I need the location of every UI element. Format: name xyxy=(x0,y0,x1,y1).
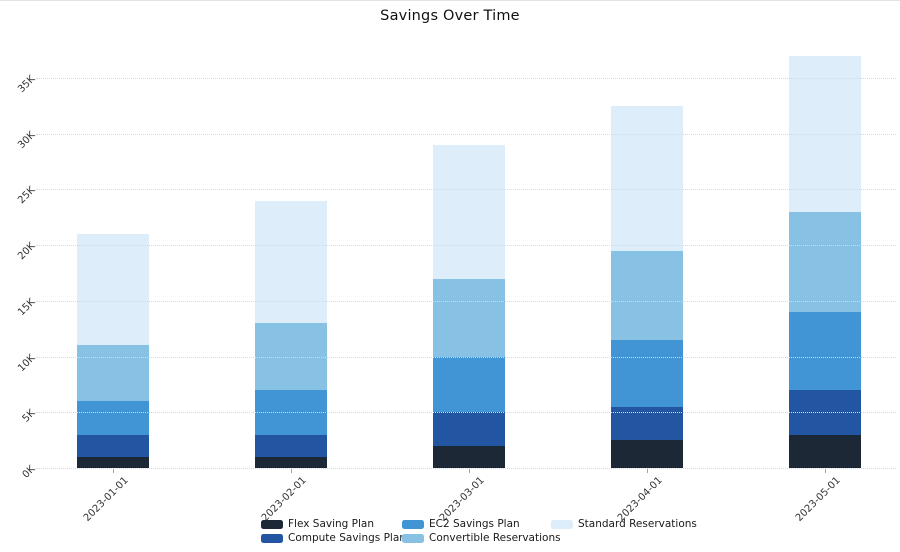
y-tick-label: 20K xyxy=(16,240,38,263)
x-tick-label: 2023-02-01 xyxy=(259,475,309,524)
y-tick-label: 15K xyxy=(16,296,38,319)
gridline xyxy=(36,412,896,414)
legend-item[interactable]: Standard Reservations xyxy=(551,518,697,530)
legend-item[interactable]: Compute Savings Plan xyxy=(261,532,406,544)
legend-item[interactable]: Convertible Reservations xyxy=(402,532,561,544)
x-tick-mark xyxy=(646,468,648,473)
legend-swatch xyxy=(261,533,283,543)
x-tick-mark xyxy=(824,468,826,473)
y-tick-label: 10K xyxy=(16,352,38,374)
legend-item[interactable]: EC2 Savings Plan xyxy=(402,518,520,530)
x-tick-label: 2023-03-01 xyxy=(437,475,487,524)
bar-segment[interactable] xyxy=(432,412,505,446)
gridline xyxy=(36,356,896,358)
legend-swatch xyxy=(261,519,283,529)
y-tick-label: 25K xyxy=(16,185,38,207)
bar-segment[interactable] xyxy=(610,339,683,407)
bar-segment[interactable] xyxy=(610,440,683,468)
gridline xyxy=(36,245,896,247)
gridline xyxy=(36,300,896,302)
bar-segment[interactable] xyxy=(432,278,505,357)
bar-segment[interactable] xyxy=(76,434,149,457)
bar-segment[interactable] xyxy=(76,345,149,402)
y-tick-label: 0K xyxy=(20,463,38,481)
bar-segment[interactable] xyxy=(76,456,149,468)
x-tick-label: 2023-04-01 xyxy=(615,475,665,524)
chart-title: Savings Over Time xyxy=(380,8,520,24)
x-tick-mark xyxy=(112,468,114,473)
legend-label: Convertible Reservations xyxy=(429,532,561,544)
bar-segment[interactable] xyxy=(432,356,505,413)
y-tick-label: 5K xyxy=(20,408,38,425)
bar-segment[interactable] xyxy=(610,250,683,340)
bar-segment[interactable] xyxy=(788,434,861,468)
legend-label: Flex Saving Plan xyxy=(288,518,375,530)
bar-segment[interactable] xyxy=(432,445,505,468)
bar-segment[interactable] xyxy=(788,312,861,390)
legend-label: EC2 Savings Plan xyxy=(429,518,520,530)
bar-segment[interactable] xyxy=(76,234,149,346)
legend-swatch xyxy=(551,519,573,529)
x-tick-mark xyxy=(468,468,470,473)
bar-segment[interactable] xyxy=(254,456,327,468)
bar-segment[interactable] xyxy=(788,211,861,312)
gridline xyxy=(36,133,896,135)
legend-swatch xyxy=(402,533,424,543)
legend-swatch xyxy=(402,519,424,529)
bar-segment[interactable] xyxy=(610,105,683,251)
bar-segment[interactable] xyxy=(610,406,683,441)
legend-label: Standard Reservations xyxy=(578,518,697,530)
x-tick-mark xyxy=(290,468,292,473)
legend-item[interactable]: Flex Saving Plan xyxy=(261,518,374,530)
bar-segment[interactable] xyxy=(432,144,505,279)
bar-segment[interactable] xyxy=(254,434,327,457)
gridline xyxy=(36,78,896,79)
top-border xyxy=(0,0,900,1)
x-tick-label: 2023-01-01 xyxy=(81,475,131,524)
bar-segment[interactable] xyxy=(254,200,327,324)
y-tick-label: 30K xyxy=(16,129,38,151)
y-tick-label: 35K xyxy=(16,73,38,96)
gridline xyxy=(36,468,896,469)
bar-segment[interactable] xyxy=(76,401,149,435)
legend-label: Compute Savings Plan xyxy=(288,532,406,544)
gridline xyxy=(36,189,896,191)
x-tick-label: 2023-05-01 xyxy=(793,475,843,524)
